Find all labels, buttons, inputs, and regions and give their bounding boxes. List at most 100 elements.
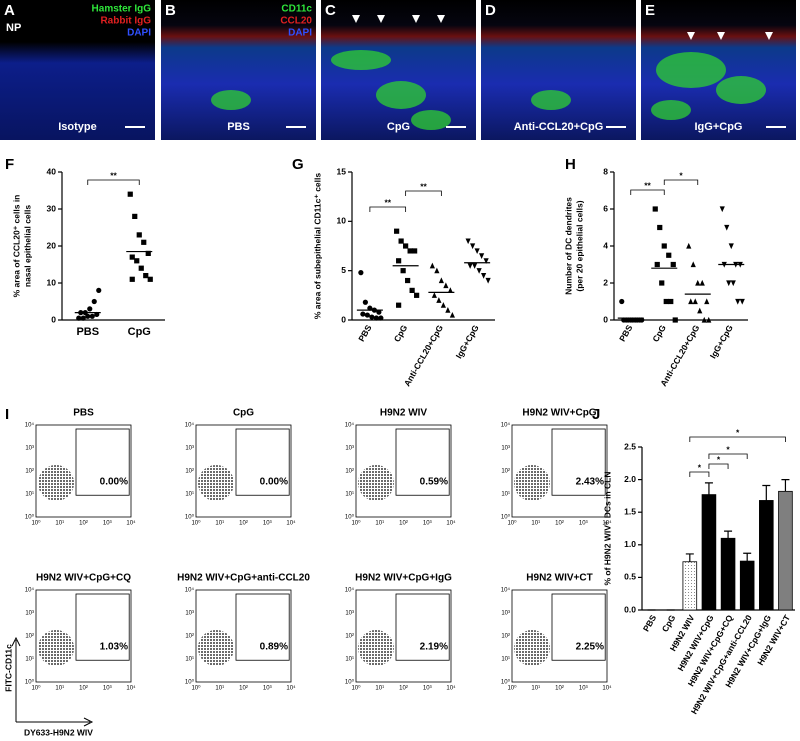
data-point <box>690 261 696 268</box>
micrograph <box>0 0 155 140</box>
y-tick-label: 10² <box>185 469 194 475</box>
x-tick-label: 10² <box>239 521 248 527</box>
y-tick-label: 10⁰ <box>25 514 35 521</box>
x-tick-label: 10⁰ <box>31 520 41 527</box>
y-tick-label: 10⁴ <box>25 422 35 429</box>
data-point <box>138 265 144 271</box>
data-point <box>141 239 147 245</box>
panel-letter: D <box>485 2 496 19</box>
y-tick-label: 10³ <box>345 446 354 452</box>
gate <box>235 428 290 496</box>
gate-label: 2.19% <box>420 642 448 653</box>
plot-title: H9N2 WIV+CpG+anti-CCL20 <box>177 573 310 584</box>
data-point <box>728 243 734 250</box>
x-tick-label: IgG+CpG <box>708 323 735 360</box>
x-tick-label: 10² <box>79 686 88 692</box>
y-tick-label: 10¹ <box>501 657 510 663</box>
y-tick-label: 1.0 <box>624 539 636 549</box>
panel-letter: C <box>325 2 336 19</box>
significance-label: * <box>698 462 702 472</box>
y-tick-label: 10² <box>345 469 354 475</box>
x-tick-label: 10⁴ <box>602 685 612 692</box>
data-point <box>481 273 487 279</box>
data-point <box>686 242 692 249</box>
y-tick-label: 10¹ <box>501 492 510 498</box>
x-tick-label: CpG <box>650 323 668 344</box>
data-point <box>358 270 364 276</box>
error-bar <box>762 484 771 501</box>
y-tick-label: 10³ <box>345 611 354 617</box>
x-tick-label: 10¹ <box>215 686 224 692</box>
significance-bracket <box>630 189 665 195</box>
stain-region <box>656 52 726 88</box>
x-tick-label: 10¹ <box>375 521 384 527</box>
y-tick-label: 10³ <box>501 611 510 617</box>
y-tick-label: 10² <box>501 634 510 640</box>
gate <box>551 593 606 661</box>
y-tick-label: 10⁴ <box>501 422 511 429</box>
x-tick-label: 10² <box>555 686 564 692</box>
y-tick-label: 10⁴ <box>345 422 355 429</box>
arrowhead <box>352 15 360 23</box>
plot-title: H9N2 WIV+CT <box>526 573 592 584</box>
y-tick-label: 10⁰ <box>501 679 511 686</box>
x-tick-label: 10⁰ <box>191 685 201 692</box>
data-point <box>132 213 138 219</box>
arrowhead <box>437 15 445 23</box>
y-tick-label: 30 <box>47 203 57 213</box>
x-tick-label: CpG <box>660 613 678 634</box>
data-point <box>376 309 382 315</box>
data-point <box>659 280 665 286</box>
x-tick-label: 10⁴ <box>446 685 456 692</box>
y-tick-label: 0 <box>341 314 346 324</box>
error-bar <box>743 552 752 562</box>
gate-label: 2.43% <box>576 477 604 488</box>
significance-bracket <box>369 206 407 212</box>
data-point <box>403 243 409 249</box>
x-tick-label: 10⁰ <box>31 685 41 692</box>
bar <box>759 500 774 611</box>
micrograph <box>321 0 476 140</box>
data-point <box>129 276 135 282</box>
image-caption: Anti-CCL20+CpG <box>514 121 604 133</box>
plot-frame <box>355 589 452 683</box>
event-cloud <box>358 630 394 666</box>
y-tick-label: 10⁴ <box>345 587 355 594</box>
significance-label: * <box>717 454 721 464</box>
data-point <box>670 261 676 268</box>
data-point <box>373 315 379 321</box>
stain-region <box>411 110 451 130</box>
y-tick-label: 10 <box>47 277 57 287</box>
x-tick-label: 10⁴ <box>286 685 296 692</box>
image-inset: NP <box>6 22 21 34</box>
x-tick-label: 10⁰ <box>351 685 361 692</box>
x-tick-label: 10⁰ <box>351 520 361 527</box>
event-cloud <box>198 465 234 501</box>
y-tick-label: 10⁰ <box>25 679 35 686</box>
data-point <box>378 315 384 321</box>
x-tick-label: IgG+CpG <box>454 323 481 360</box>
axis-arrows <box>11 636 94 727</box>
data-point <box>470 243 476 250</box>
x-tick-label: 10¹ <box>375 686 384 692</box>
data-point <box>412 248 418 254</box>
data-point <box>434 267 440 274</box>
x-tick-label: 10³ <box>423 686 432 692</box>
panel-letter: B <box>165 2 176 19</box>
arrowhead <box>765 32 773 40</box>
significance-label: ** <box>110 170 117 180</box>
x-tick-label: PBS <box>617 323 635 343</box>
x-tick-label: 10⁰ <box>507 520 517 527</box>
data-point <box>409 287 415 293</box>
stain-legend: DAPI <box>288 28 312 39</box>
stain-region <box>376 81 426 109</box>
image-caption: Isotype <box>58 121 97 133</box>
y-tick-label: 20 <box>47 240 57 250</box>
y-tick-label: 10³ <box>25 446 34 452</box>
y-axis-label: % of H9N2 WIV⁺ DCs in CLN <box>602 471 612 585</box>
error-bar <box>685 553 694 562</box>
data-point <box>697 307 703 314</box>
data-point <box>619 298 625 305</box>
x-tick-label: 10³ <box>103 686 112 692</box>
